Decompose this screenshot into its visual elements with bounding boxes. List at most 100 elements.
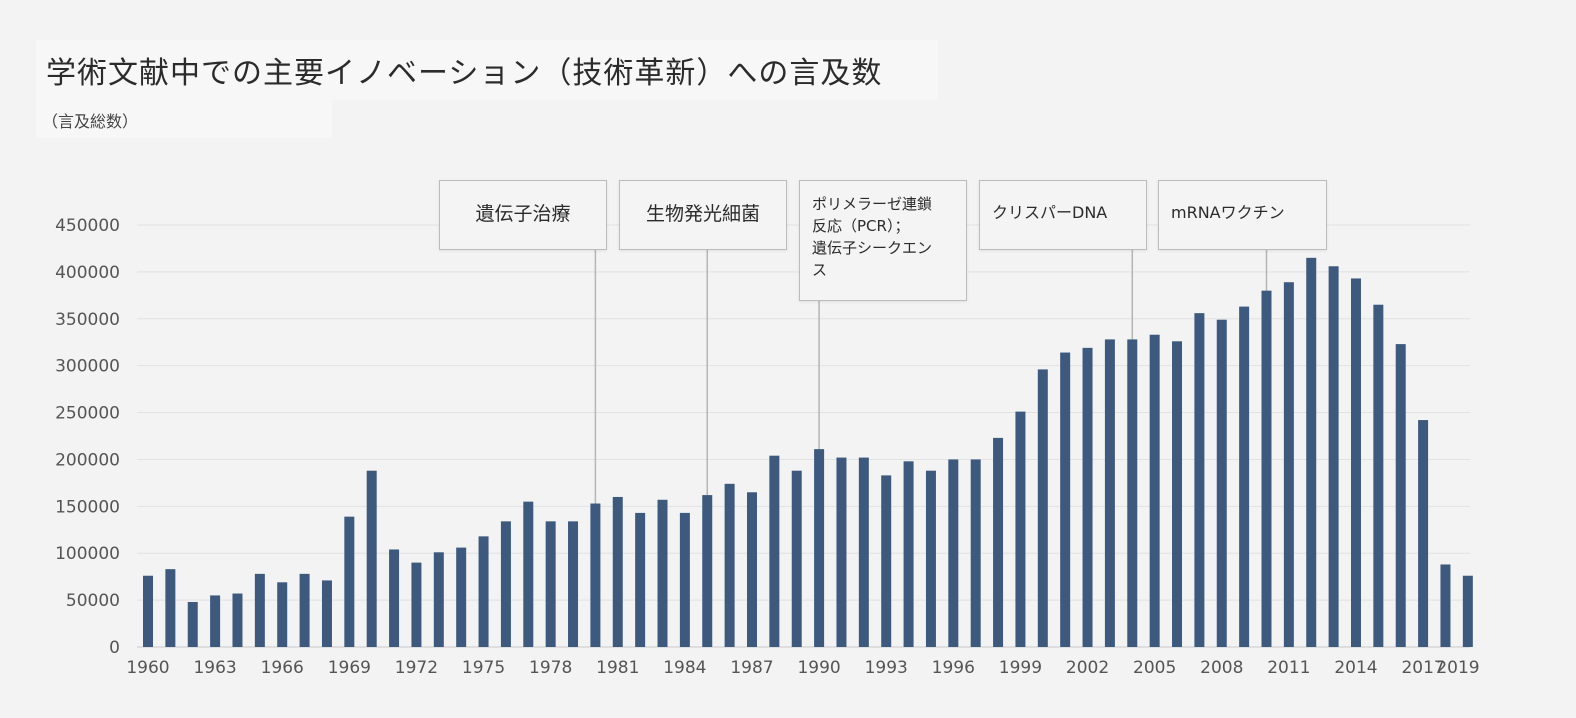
bar-2005: [1149, 334, 1160, 647]
bar-1997: [970, 459, 981, 647]
x-tick-label: 2002: [1066, 658, 1109, 678]
bar-2006: [1172, 341, 1183, 647]
chart-title: 学術文献中での主要イノベーション（技術革新）への言及数: [46, 56, 883, 91]
bar-2001: [1060, 352, 1071, 647]
annotation-label: 生物発光細菌: [645, 203, 760, 225]
y-tick-label: 100000: [55, 544, 120, 564]
bar-1960: [143, 575, 153, 647]
bar-1987: [746, 492, 757, 647]
bars: [143, 257, 1473, 647]
bar-1983: [657, 499, 668, 647]
bar-1963: [210, 595, 221, 647]
x-tick-label: 1963: [193, 658, 236, 678]
bar-1965: [254, 573, 265, 647]
y-axis-ticks: 0 50000 100000 150000 200000 250000 300000 3500…: [55, 216, 120, 658]
annotation-connectors: [594, 250, 1268, 504]
bar-1961: [165, 569, 176, 647]
bar-1990: [814, 449, 825, 647]
bar-2003: [1104, 339, 1115, 647]
bar-1969: [344, 516, 355, 647]
bar-1994: [903, 461, 914, 647]
bar-2002: [1082, 347, 1093, 647]
y-tick-label: 250000: [55, 404, 120, 424]
y-tick-label: 400000: [55, 263, 120, 283]
bar-1998: [993, 437, 1004, 647]
bar-1962: [187, 601, 198, 647]
title-background: [36, 40, 938, 100]
bar-1976: [500, 521, 511, 647]
y-tick-label: 450000: [55, 216, 120, 236]
annotation-label: 遺伝子治療: [475, 203, 571, 225]
y-axis-unit-label: （言及総数）: [42, 112, 139, 131]
bar-2012: [1306, 257, 1317, 647]
bar-1993: [881, 475, 892, 647]
annotation-pcr-gene-sequencing: ポリメラーゼ連鎖 反応（PCR）； 遺伝子シークエン ス: [799, 180, 967, 301]
bar-2009: [1239, 306, 1250, 647]
bar-1973: [433, 552, 444, 647]
annotation-label: mRNAワクチン: [1171, 203, 1285, 222]
y-tick-label: 0: [109, 638, 120, 658]
y-tick-label: 50000: [66, 591, 120, 611]
bar-1991: [836, 457, 847, 647]
x-tick-label: 2008: [1200, 658, 1243, 678]
bar-2010: [1261, 290, 1272, 647]
x-axis-ticks: 1960 1963 1966 1969 1972 1975 1978 1981 1984 1987…: [126, 658, 1479, 678]
annotation-bioluminescent-bacteria: 生物発光細菌: [619, 180, 787, 250]
bar-2016: [1395, 344, 1406, 647]
annotation-label: クリスパーDNA: [992, 203, 1108, 222]
bar-1989: [791, 470, 802, 647]
bar-1982: [635, 512, 646, 647]
x-tick-label: 1990: [797, 658, 840, 678]
bar-1978: [545, 521, 556, 647]
bar-1979: [568, 521, 579, 647]
bar-1988: [769, 455, 780, 647]
bar-1972: [411, 562, 422, 647]
bar-1981: [612, 496, 623, 647]
bar-1967: [299, 573, 310, 647]
bar-1974: [456, 547, 467, 647]
bar-2017: [1418, 420, 1429, 647]
y-tick-label: 300000: [55, 357, 120, 377]
bar-2013: [1328, 266, 1339, 647]
bar-1986: [724, 483, 735, 647]
x-tick-label: 1984: [663, 658, 706, 678]
bar-2019: [1462, 575, 1473, 647]
x-tick-label: 1996: [932, 658, 975, 678]
bar-1977: [523, 501, 534, 647]
bar-2007: [1194, 313, 1205, 647]
bar-1966: [277, 582, 288, 647]
subtitle-background: [36, 100, 332, 138]
bar-1968: [321, 580, 332, 647]
bar-1970: [366, 470, 377, 647]
x-tick-label: 1975: [462, 658, 505, 678]
bar-1980: [590, 503, 601, 647]
annotation-crispr-dna: クリスパーDNA: [979, 180, 1147, 250]
x-tick-label: 1978: [529, 658, 572, 678]
x-tick-label: 2005: [1133, 658, 1176, 678]
bar-2008: [1216, 319, 1227, 647]
bar-1971: [389, 549, 400, 647]
bar-2000: [1037, 369, 1048, 647]
bar-1992: [858, 457, 869, 647]
annotation-gene-therapy: 遺伝子治療: [439, 180, 607, 250]
bar-1964: [232, 593, 243, 647]
y-tick-label: 200000: [55, 450, 120, 470]
bar-2011: [1283, 282, 1294, 647]
bar-2015: [1373, 304, 1384, 647]
bar-2014: [1350, 278, 1361, 647]
bar-2004: [1127, 339, 1138, 647]
x-tick-label: 2019: [1436, 658, 1479, 678]
bar-2018: [1440, 564, 1451, 647]
x-tick-label: 1969: [328, 658, 371, 678]
bar-1975: [478, 536, 489, 647]
x-tick-label: 1966: [261, 658, 304, 678]
x-tick-label: 2017: [1401, 658, 1444, 678]
bar-1985: [702, 495, 713, 647]
x-tick-label: 1993: [865, 658, 908, 678]
y-tick-label: 350000: [55, 310, 120, 330]
x-tick-label: 2014: [1334, 658, 1377, 678]
x-tick-label: 1987: [730, 658, 773, 678]
annotation-mrna-vaccine: mRNAワクチン: [1158, 180, 1327, 250]
bar-1999: [1015, 411, 1026, 647]
